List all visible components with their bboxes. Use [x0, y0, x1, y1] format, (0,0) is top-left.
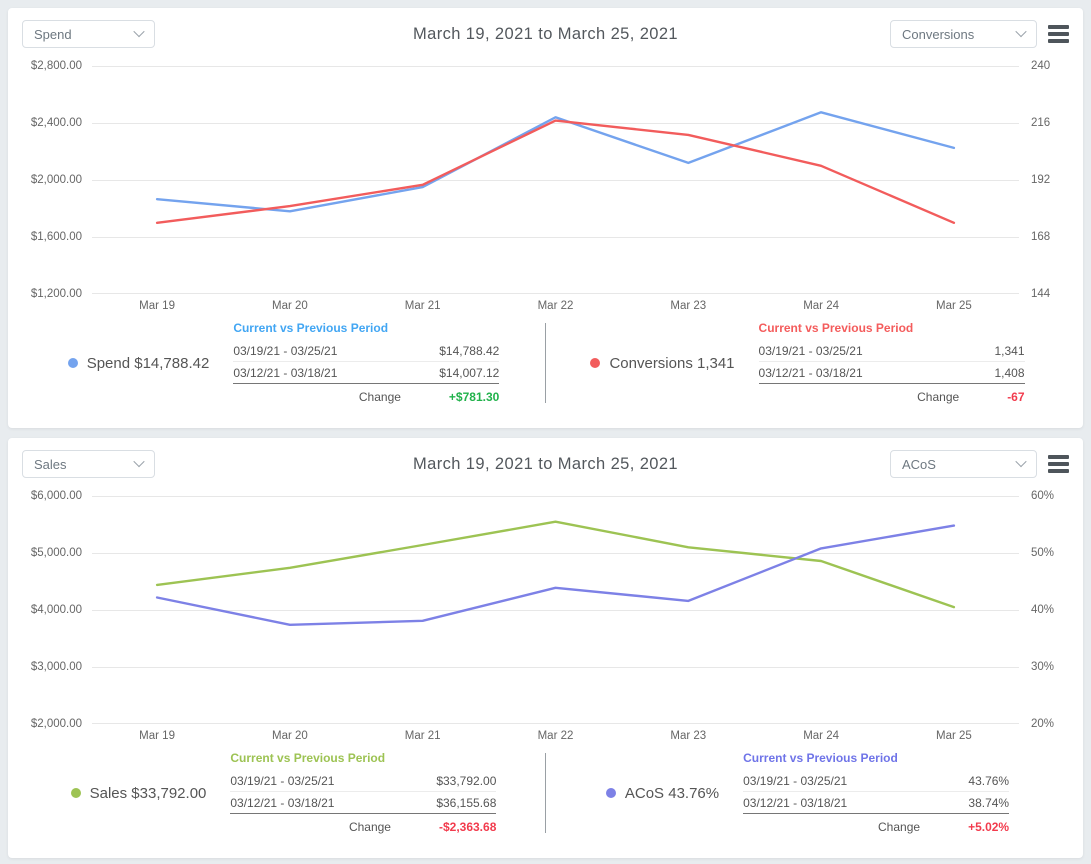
change-label: Change — [878, 820, 921, 834]
chart-area: $6,000.00 $5,000.00 $4,000.00 $3,000.00 $2,0… — [22, 490, 1069, 742]
comparison-header: Current vs Previous Period — [230, 751, 386, 765]
acos-series-dot — [605, 788, 616, 798]
date-range-title: March 19, 2021 to March 25, 2021 — [412, 24, 679, 43]
menu-icon[interactable] — [1048, 23, 1069, 45]
legend-sales: Sales $33,792.00 Current vs Previous Per… — [22, 751, 545, 834]
legend-label: Sales $33,792.00 — [89, 784, 207, 802]
comparison-table-spend: Current vs Previous Period 03/19/21 - 03… — [233, 321, 500, 404]
right-y-axis: 240 216 192 168 144 — [1031, 60, 1051, 300]
conversions-series-dot — [590, 358, 601, 368]
chevron-down-icon — [1015, 25, 1027, 37]
left-metric-dropdown[interactable]: Spend — [22, 20, 155, 48]
date-range-title: March 19, 2021 to March 25, 2021 — [412, 454, 679, 473]
comparison-row: 03/19/21 - 03/25/21 $33,792.00 — [230, 773, 497, 788]
right-metric-dropdown[interactable]: ACoS — [890, 450, 1037, 478]
legend: Sales $33,792.00 Current vs Previous Per… — [22, 751, 1069, 834]
spend-conversions-panel: Spend March 19, 2021 to March 25, 2021 C… — [8, 8, 1083, 428]
change-label: Change — [917, 390, 960, 404]
comparison-table-conversions: Current vs Previous Period 03/19/21 - 03… — [758, 321, 1025, 404]
right-y-axis: 60% 50% 40% 30% 20% — [1031, 490, 1055, 730]
left-y-axis: $2,800.00 $2,400.00 $2,000.00 $1,600.00 $1,2… — [30, 60, 82, 300]
legend-key-conversions[interactable]: Conversions 1,341 — [590, 321, 735, 404]
comparison-row: 03/12/21 - 03/18/21 $14,007.12 — [233, 361, 500, 383]
panel-header: Sales March 19, 2021 to March 25, 2021 A… — [22, 449, 1069, 479]
legend-divider — [545, 753, 546, 833]
change-row: Change +5.02% — [743, 814, 1009, 834]
comparison-rows: 03/19/21 - 03/25/21 1,341 03/12/21 - 03/18… — [758, 340, 1025, 384]
right-metric-dropdown[interactable]: Conversions — [890, 20, 1037, 48]
change-row: Change +$781.30 — [233, 384, 499, 404]
change-value: -67 — [1007, 390, 1025, 404]
left-metric-value: Spend — [34, 26, 72, 42]
legend-label: Spend $14,788.42 — [86, 354, 210, 372]
legend-divider — [545, 323, 546, 403]
spend-series-dot — [67, 358, 78, 368]
panel-header: Spend March 19, 2021 to March 25, 2021 C… — [22, 19, 1069, 49]
comparison-row: 03/12/21 - 03/18/21 38.74% — [743, 791, 1010, 813]
change-label: Change — [358, 390, 401, 404]
x-axis: Mar 19 Mar 20 Mar 21 Mar 22 Mar 23 Mar 24 Mar … — [139, 300, 972, 312]
legend-label: Conversions 1,341 — [609, 354, 735, 372]
series-lines — [92, 66, 1019, 294]
legend-key-spend[interactable]: Spend $14,788.42 — [67, 321, 210, 404]
sales-series-dot — [70, 788, 81, 798]
legend-label: ACoS 43.76% — [624, 784, 720, 802]
left-metric-value: Sales — [34, 456, 67, 472]
left-y-axis: $6,000.00 $5,000.00 $4,000.00 $3,000.00 $2,0… — [30, 490, 82, 730]
x-axis: Mar 19 Mar 20 Mar 21 Mar 22 Mar 23 Mar 24 Mar … — [139, 730, 972, 742]
change-row: Change -$2,363.68 — [230, 814, 496, 834]
legend-key-acos[interactable]: ACoS 43.76% — [605, 751, 720, 834]
comparison-row: 03/19/21 - 03/25/21 $14,788.42 — [233, 343, 500, 358]
comparison-header: Current vs Previous Period — [743, 751, 898, 765]
change-value: -$2,363.68 — [438, 820, 497, 834]
comparison-rows: 03/19/21 - 03/25/21 $14,788.42 03/12/21 - … — [233, 340, 500, 384]
change-value: +5.02% — [968, 820, 1010, 834]
comparison-row: 03/12/21 - 03/18/21 $36,155.68 — [230, 791, 497, 813]
legend-acos: ACoS 43.76% Current vs Previous Period 0… — [546, 751, 1069, 834]
plot-area[interactable]: Mar 19 Mar 20 Mar 21 Mar 22 Mar 23 Mar 24 Mar … — [92, 66, 1019, 312]
comparison-row: 03/19/21 - 03/25/21 1,341 — [758, 343, 1025, 358]
legend-key-sales[interactable]: Sales $33,792.00 — [70, 751, 207, 834]
change-value: +$781.30 — [448, 390, 500, 404]
change-row: Change -67 — [759, 384, 1025, 404]
comparison-rows: 03/19/21 - 03/25/21 $33,792.00 03/12/21 - … — [230, 770, 497, 814]
change-label: Change — [348, 820, 391, 834]
comparison-table-acos: Current vs Previous Period 03/19/21 - 03… — [743, 751, 1010, 834]
comparison-row: 03/12/21 - 03/18/21 1,408 — [758, 361, 1025, 383]
comparison-header: Current vs Previous Period — [233, 321, 389, 335]
chart-area: $2,800.00 $2,400.00 $2,000.00 $1,600.00 $1,2… — [22, 60, 1069, 312]
comparison-header: Current vs Previous Period — [758, 321, 914, 335]
legend: Spend $14,788.42 Current vs Previous Per… — [22, 321, 1069, 404]
right-metric-value: ACoS — [902, 456, 936, 472]
legend-spend: Spend $14,788.42 Current vs Previous Per… — [22, 321, 545, 404]
menu-icon[interactable] — [1048, 453, 1069, 475]
chevron-down-icon — [1015, 455, 1027, 467]
right-metric-value: Conversions — [902, 26, 975, 42]
sales-acos-panel: Sales March 19, 2021 to March 25, 2021 A… — [8, 438, 1083, 858]
comparison-table-sales: Current vs Previous Period 03/19/21 - 03… — [230, 751, 497, 834]
plot-area[interactable]: Mar 19 Mar 20 Mar 21 Mar 22 Mar 23 Mar 24 Mar … — [92, 496, 1019, 742]
comparison-row: 03/19/21 - 03/25/21 43.76% — [743, 773, 1010, 788]
comparison-rows: 03/19/21 - 03/25/21 43.76% 03/12/21 - 03/1… — [743, 770, 1010, 814]
series-lines — [92, 496, 1019, 724]
legend-conversions: Conversions 1,341 Current vs Previous Pe… — [546, 321, 1069, 404]
left-metric-dropdown[interactable]: Sales — [22, 450, 155, 478]
